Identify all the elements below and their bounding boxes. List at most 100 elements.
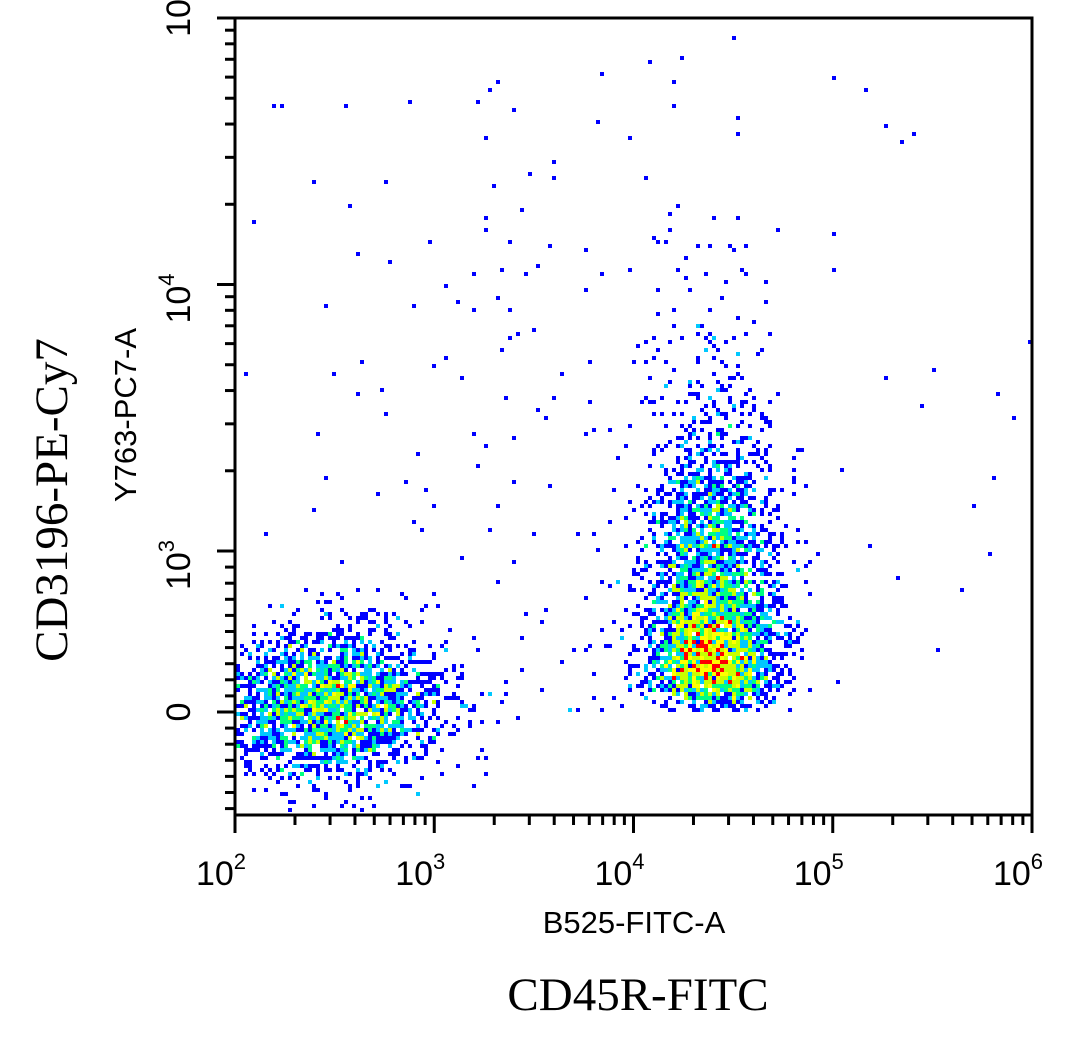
event-point — [752, 496, 756, 500]
event-point — [312, 716, 316, 720]
event-point — [724, 660, 728, 664]
event-point — [272, 724, 276, 728]
event-point — [472, 272, 476, 276]
event-point — [720, 620, 724, 624]
event-point — [316, 772, 320, 776]
event-point — [724, 452, 728, 456]
event-point — [668, 504, 672, 508]
event-point — [728, 588, 732, 592]
event-point — [392, 672, 396, 676]
event-point — [368, 740, 372, 744]
event-point — [708, 636, 712, 640]
event-point — [376, 680, 380, 684]
event-point — [720, 476, 724, 480]
event-point — [392, 732, 396, 736]
event-point — [300, 712, 304, 716]
event-point — [256, 736, 260, 740]
event-point — [316, 708, 320, 712]
event-point — [248, 696, 252, 700]
event-point — [756, 588, 760, 592]
event-point — [692, 416, 696, 420]
event-point — [340, 740, 344, 744]
event-point — [756, 448, 760, 452]
event-point — [692, 572, 696, 576]
event-point — [372, 692, 376, 696]
event-point — [688, 632, 692, 636]
event-point — [312, 756, 316, 760]
event-point — [356, 744, 360, 748]
event-point — [292, 684, 296, 688]
event-point — [668, 612, 672, 616]
event-point — [332, 636, 336, 640]
event-point — [676, 532, 680, 536]
event-point — [368, 704, 372, 708]
event-point — [644, 560, 648, 564]
event-point — [376, 588, 380, 592]
event-point — [636, 648, 640, 652]
event-point — [412, 520, 416, 524]
event-point — [708, 436, 712, 440]
event-point — [724, 464, 728, 468]
event-point — [296, 740, 300, 744]
event-point — [676, 692, 680, 696]
event-point — [324, 744, 328, 748]
event-point — [752, 580, 756, 584]
event-point — [736, 652, 740, 656]
event-point — [264, 532, 268, 536]
event-point — [272, 672, 276, 676]
event-point — [248, 688, 252, 692]
event-point — [996, 392, 1000, 396]
event-point — [668, 616, 672, 620]
event-point — [400, 704, 404, 708]
event-point — [756, 640, 760, 644]
event-point — [732, 660, 736, 664]
event-point — [776, 504, 780, 508]
event-point — [676, 516, 680, 520]
event-point — [720, 480, 724, 484]
event-point — [764, 628, 768, 632]
event-point — [764, 648, 768, 652]
event-point — [300, 724, 304, 728]
event-point — [360, 648, 364, 652]
event-point — [332, 684, 336, 688]
event-point — [352, 692, 356, 696]
event-point — [304, 640, 308, 644]
event-point — [360, 712, 364, 716]
event-point — [388, 668, 392, 672]
event-point — [408, 744, 412, 748]
event-point — [368, 680, 372, 684]
event-point — [264, 736, 268, 740]
event-point — [736, 532, 740, 536]
event-point — [388, 728, 392, 732]
event-point — [748, 600, 752, 604]
event-point — [692, 608, 696, 612]
event-point — [316, 776, 320, 780]
event-point — [336, 724, 340, 728]
event-point — [392, 708, 396, 712]
event-point — [700, 556, 704, 560]
event-point — [708, 608, 712, 612]
event-point — [696, 476, 700, 480]
event-point — [644, 696, 648, 700]
event-point — [252, 684, 256, 688]
event-point — [740, 544, 744, 548]
event-point — [700, 520, 704, 524]
event-point — [744, 640, 748, 644]
event-point — [680, 636, 684, 640]
event-point — [740, 684, 744, 688]
event-point — [284, 692, 288, 696]
event-point — [768, 680, 772, 684]
event-point — [748, 704, 752, 708]
event-point — [780, 488, 784, 492]
event-point — [744, 332, 748, 336]
event-point — [324, 760, 328, 764]
event-point — [748, 484, 752, 488]
event-point — [724, 700, 728, 704]
event-point — [672, 604, 676, 608]
event-point — [348, 784, 352, 788]
event-point — [500, 348, 504, 352]
event-point — [744, 684, 748, 688]
event-point — [744, 476, 748, 480]
event-point — [336, 680, 340, 684]
event-point — [344, 732, 348, 736]
